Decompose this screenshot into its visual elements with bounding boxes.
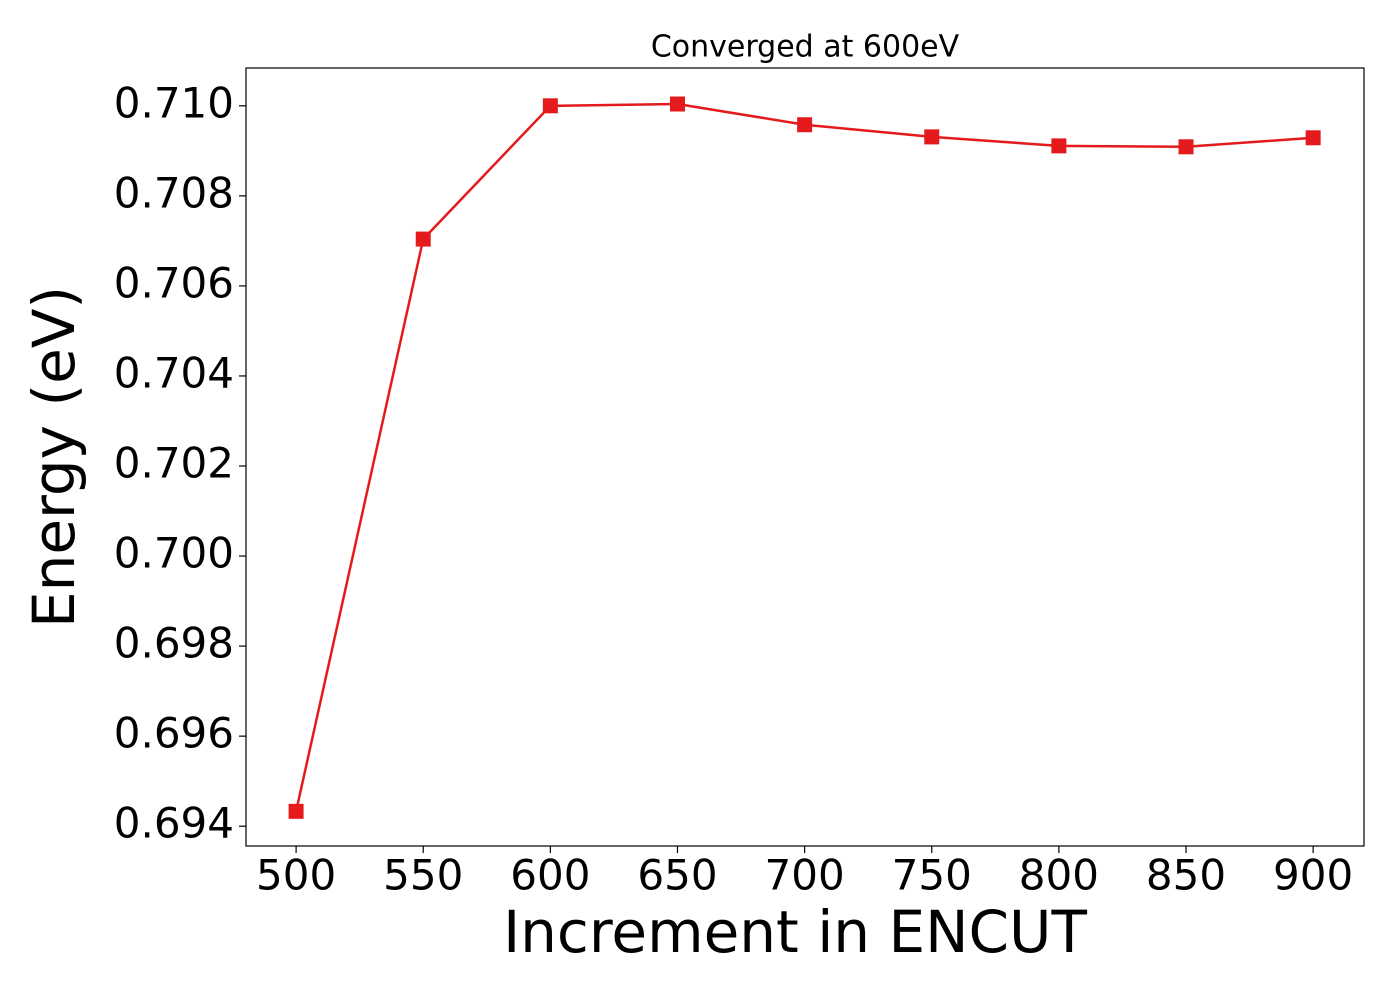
y-tick-label: 0.700 [114, 529, 234, 578]
marker [924, 129, 940, 145]
y-tick-label: 0.694 [114, 799, 234, 848]
marker [797, 117, 813, 133]
x-tick-label: 650 [637, 851, 717, 900]
y-tick-label: 0.696 [114, 709, 234, 758]
y-tick-label: 0.704 [114, 348, 234, 397]
marker [1051, 138, 1067, 154]
marker [669, 96, 685, 112]
y-axis-label: Energy (eV) [20, 286, 88, 628]
x-tick-label: 850 [1146, 851, 1226, 900]
marker [542, 98, 558, 114]
y-tick-label: 0.706 [114, 258, 234, 307]
x-axis-label: Increment in ENCUT [503, 898, 1087, 966]
y-tick-label: 0.708 [114, 168, 234, 217]
marker [415, 231, 431, 247]
chart-title: Converged at 600eV [651, 30, 960, 65]
marker [288, 803, 304, 819]
x-tick-label: 800 [1019, 851, 1099, 900]
line [294, 102, 1314, 812]
x-tick-label: 750 [892, 851, 972, 900]
x-tick-label: 700 [765, 851, 845, 900]
x-tick-label: 550 [383, 851, 463, 900]
y-tick-label: 0.698 [114, 619, 234, 668]
y-tick-label: 0.710 [114, 78, 234, 127]
marker [1178, 139, 1194, 155]
x-tick-label: 600 [510, 851, 590, 900]
plot-frame [245, 67, 1365, 847]
y-tick-label: 0.702 [114, 439, 234, 488]
x-tick-label: 500 [256, 851, 336, 900]
marker [1305, 130, 1321, 146]
x-tick-label: 900 [1273, 851, 1353, 900]
